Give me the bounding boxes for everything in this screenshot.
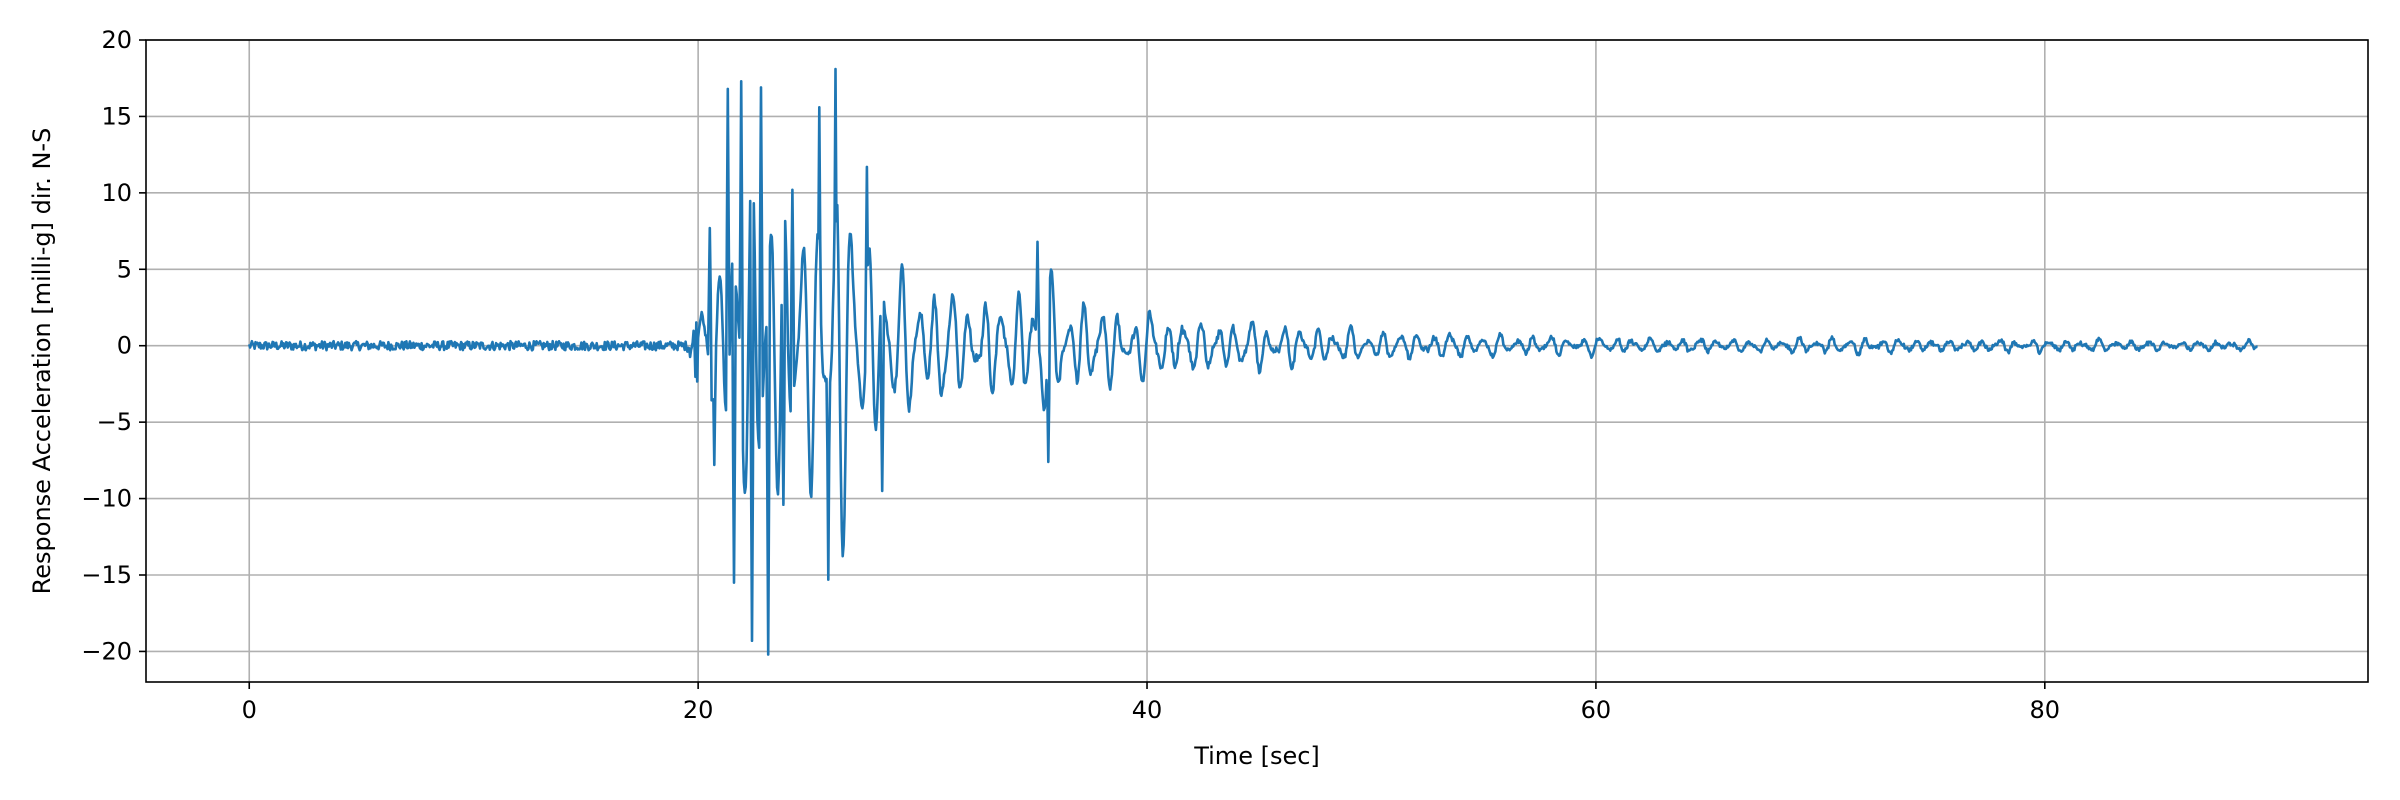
- series-line: [247, 67, 2258, 656]
- x-tick-label: 20: [683, 696, 714, 724]
- x-tick-label: 60: [1581, 696, 1612, 724]
- y-tick-label: 5: [117, 255, 132, 283]
- series-layer: [247, 67, 2258, 656]
- y-tick-label: −5: [97, 408, 132, 436]
- x-tick-label: 40: [1132, 696, 1163, 724]
- y-tick-label: 10: [101, 179, 132, 207]
- x-tick-label: 80: [2030, 696, 2061, 724]
- y-tick-label: −20: [81, 637, 132, 665]
- y-tick-label: 15: [101, 102, 132, 130]
- y-tick-label: 0: [117, 332, 132, 360]
- y-tick-label: −15: [81, 561, 132, 589]
- plot-frame: [145, 39, 2369, 683]
- x-axis-label: Time [sec]: [1193, 742, 1320, 770]
- y-tick-label: −10: [81, 485, 132, 513]
- ticks: 0 20 40 60 80 −20 −15 −10 −5 0 5 10 15 20: [81, 26, 2060, 724]
- y-axis-label: Response Acceleration [milli-g] dir. N-S: [28, 128, 56, 595]
- y-tick-label: 20: [101, 26, 132, 54]
- x-tick-label: 0: [242, 696, 257, 724]
